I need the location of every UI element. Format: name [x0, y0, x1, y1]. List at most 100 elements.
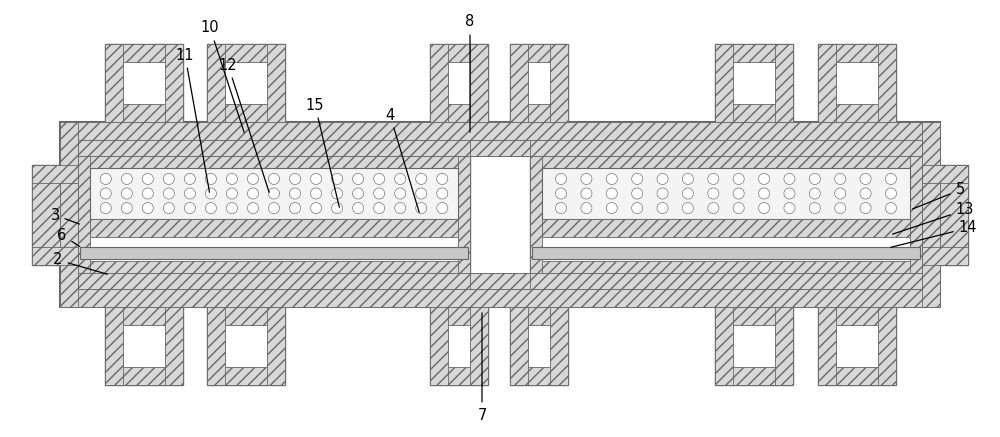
- Bar: [530, 156, 922, 168]
- Bar: [105, 104, 183, 122]
- Bar: [105, 307, 183, 385]
- Circle shape: [733, 173, 744, 184]
- Circle shape: [581, 173, 592, 184]
- Bar: [550, 307, 568, 385]
- Circle shape: [311, 173, 322, 184]
- Circle shape: [289, 202, 301, 214]
- Bar: [105, 307, 123, 385]
- Circle shape: [353, 188, 364, 199]
- Bar: [510, 307, 528, 385]
- Bar: [430, 44, 488, 62]
- Circle shape: [416, 188, 427, 199]
- Bar: [78, 261, 470, 273]
- Circle shape: [142, 188, 153, 199]
- Circle shape: [835, 202, 846, 214]
- Circle shape: [121, 202, 132, 214]
- Circle shape: [311, 188, 322, 199]
- Bar: [60, 289, 940, 307]
- Bar: [510, 44, 528, 122]
- Circle shape: [100, 188, 111, 199]
- Circle shape: [860, 173, 871, 184]
- Bar: [267, 44, 285, 122]
- Bar: [207, 104, 285, 122]
- Bar: [510, 307, 568, 325]
- Bar: [470, 307, 488, 385]
- Circle shape: [205, 173, 216, 184]
- Bar: [818, 104, 896, 122]
- Bar: [32, 165, 60, 265]
- Circle shape: [581, 188, 592, 199]
- Bar: [470, 140, 530, 156]
- Bar: [922, 122, 940, 307]
- Circle shape: [733, 202, 744, 214]
- Bar: [32, 247, 78, 265]
- Circle shape: [784, 202, 795, 214]
- Bar: [532, 247, 920, 259]
- Circle shape: [268, 188, 280, 199]
- Bar: [818, 44, 896, 62]
- Text: 7: 7: [477, 313, 487, 423]
- Circle shape: [437, 188, 448, 199]
- Bar: [922, 165, 968, 183]
- Circle shape: [205, 202, 216, 214]
- Circle shape: [555, 173, 567, 184]
- Circle shape: [268, 202, 280, 214]
- Circle shape: [268, 173, 280, 184]
- Bar: [78, 140, 922, 156]
- Text: 14: 14: [891, 221, 977, 247]
- Circle shape: [226, 188, 237, 199]
- Circle shape: [632, 188, 643, 199]
- Circle shape: [374, 173, 385, 184]
- Bar: [430, 367, 488, 385]
- Circle shape: [163, 202, 174, 214]
- Circle shape: [809, 202, 820, 214]
- Circle shape: [657, 188, 668, 199]
- Bar: [818, 307, 896, 325]
- Circle shape: [784, 173, 795, 184]
- Bar: [105, 44, 183, 122]
- Bar: [430, 104, 488, 122]
- Bar: [207, 44, 285, 122]
- Circle shape: [885, 188, 897, 199]
- Bar: [207, 307, 225, 385]
- Bar: [78, 156, 470, 168]
- Bar: [80, 247, 468, 259]
- Bar: [32, 165, 78, 183]
- Circle shape: [353, 202, 364, 214]
- Bar: [530, 261, 922, 273]
- Bar: [430, 307, 448, 385]
- Circle shape: [184, 202, 195, 214]
- Circle shape: [226, 173, 237, 184]
- Circle shape: [247, 202, 259, 214]
- Circle shape: [353, 173, 364, 184]
- Circle shape: [606, 173, 617, 184]
- Circle shape: [632, 202, 643, 214]
- Bar: [430, 307, 488, 325]
- Circle shape: [809, 173, 820, 184]
- Bar: [207, 307, 285, 385]
- Circle shape: [121, 188, 132, 199]
- Circle shape: [332, 173, 343, 184]
- Circle shape: [142, 173, 153, 184]
- Bar: [60, 122, 940, 140]
- Circle shape: [247, 173, 259, 184]
- Bar: [922, 247, 968, 265]
- Bar: [105, 367, 183, 385]
- Circle shape: [163, 173, 174, 184]
- Circle shape: [289, 188, 301, 199]
- Bar: [90, 168, 458, 219]
- Bar: [105, 44, 123, 122]
- Circle shape: [708, 173, 719, 184]
- Bar: [818, 367, 896, 385]
- Bar: [715, 44, 733, 122]
- Circle shape: [784, 188, 795, 199]
- Text: 8: 8: [465, 14, 475, 132]
- Bar: [940, 165, 968, 265]
- Bar: [715, 307, 733, 385]
- Bar: [165, 44, 183, 122]
- Circle shape: [184, 188, 195, 199]
- Bar: [542, 219, 910, 237]
- Circle shape: [289, 173, 301, 184]
- Text: 5: 5: [913, 183, 965, 209]
- Text: 12: 12: [219, 58, 269, 192]
